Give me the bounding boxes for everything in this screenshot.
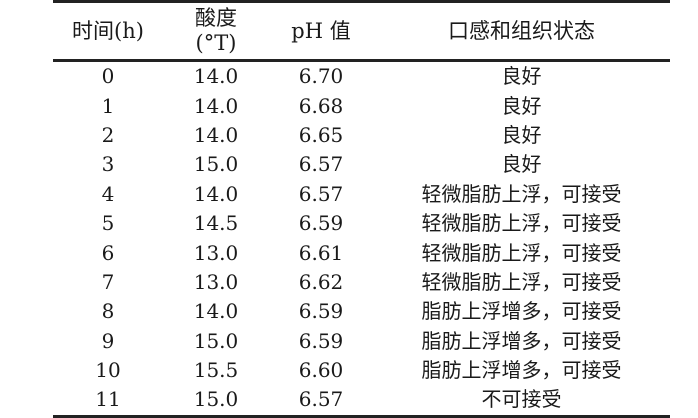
cell-texture: 轻微脂肪上浮，可接受 <box>421 240 622 265</box>
cell-texture: 脂肪上浮增多，可接受 <box>421 328 622 353</box>
table-row: 3 15.0 6.57 良好 <box>53 150 670 179</box>
cell-acidity: 14.0 <box>193 93 239 118</box>
table-row: 11 15.0 6.57 不可接受 <box>53 385 670 416</box>
cell-acidity: 15.0 <box>193 152 239 177</box>
cell-acidity: 15.5 <box>193 358 239 383</box>
cell-ph: 6.57 <box>298 181 344 206</box>
cell-texture: 轻微脂肪上浮，可接受 <box>421 181 622 206</box>
table-row: 7 13.0 6.62 轻微脂肪上浮，可接受 <box>53 268 670 297</box>
table-row: 9 15.0 6.59 脂肪上浮增多，可接受 <box>53 327 670 356</box>
cell-texture: 良好 <box>501 93 542 118</box>
cell-time: 8 <box>101 299 115 324</box>
cell-acidity: 15.0 <box>193 328 239 353</box>
header-texture: 口感和组织状态 <box>373 1 670 62</box>
table-row: 2 14.0 6.65 良好 <box>53 121 670 150</box>
data-table: 时间(h) 酸度 (°T) pH 值 口感和组织状态 0 14.0 6.70 良好 1 1… <box>53 0 670 418</box>
cell-ph: 6.68 <box>298 93 344 118</box>
cell-ph: 6.61 <box>298 240 344 265</box>
cell-time: 1 <box>101 93 115 118</box>
cell-texture: 不可接受 <box>481 387 562 412</box>
cell-ph: 6.70 <box>298 64 344 89</box>
cell-time: 4 <box>101 181 115 206</box>
cell-ph: 6.65 <box>298 122 344 147</box>
cell-acidity: 14.0 <box>193 122 239 147</box>
cell-acidity: 15.0 <box>193 387 239 412</box>
header-ph: pH 值 <box>269 1 373 62</box>
cell-texture: 轻微脂肪上浮，可接受 <box>421 269 622 294</box>
table-row: 0 14.0 6.70 良好 <box>53 61 670 92</box>
table-row: 5 14.5 6.59 轻微脂肪上浮，可接受 <box>53 209 670 238</box>
cell-time: 5 <box>101 211 115 236</box>
cell-time: 10 <box>95 358 121 383</box>
cell-ph: 6.59 <box>298 299 344 324</box>
cell-time: 9 <box>101 328 115 353</box>
cell-ph: 6.59 <box>298 328 344 353</box>
table-row: 10 15.5 6.60 脂肪上浮增多，可接受 <box>53 356 670 385</box>
cell-ph: 6.57 <box>298 152 344 177</box>
table-row: 1 14.0 6.68 良好 <box>53 91 670 120</box>
cell-time: 2 <box>101 122 115 147</box>
header-acidity-label: 酸度 <box>195 6 237 30</box>
cell-time: 0 <box>101 64 115 89</box>
table-row: 4 14.0 6.57 轻微脂肪上浮，可接受 <box>53 180 670 209</box>
cell-time: 3 <box>101 152 115 177</box>
header-row: 时间(h) 酸度 (°T) pH 值 口感和组织状态 <box>53 1 670 62</box>
header-time: 时间(h) <box>53 1 163 62</box>
cell-texture: 良好 <box>501 122 542 147</box>
cell-acidity: 14.0 <box>193 299 239 324</box>
cell-ph: 6.59 <box>298 211 344 236</box>
cell-time: 7 <box>101 269 115 294</box>
table-row: 8 14.0 6.59 脂肪上浮增多，可接受 <box>53 297 670 326</box>
cell-time: 11 <box>95 387 121 412</box>
cell-acidity: 14.5 <box>193 211 239 236</box>
cell-acidity: 13.0 <box>193 240 239 265</box>
cell-ph: 6.60 <box>298 358 344 383</box>
header-acidity-unit: (°T) <box>195 31 237 55</box>
cell-texture: 脂肪上浮增多，可接受 <box>421 358 622 383</box>
cell-acidity: 14.0 <box>193 64 239 89</box>
cell-texture: 轻微脂肪上浮，可接受 <box>421 211 622 236</box>
cell-acidity: 14.0 <box>193 181 239 206</box>
table-row: 6 13.0 6.61 轻微脂肪上浮，可接受 <box>53 238 670 267</box>
cell-time: 6 <box>101 240 115 265</box>
cell-ph: 6.57 <box>298 387 344 412</box>
cell-texture: 良好 <box>501 152 542 177</box>
cell-acidity: 13.0 <box>193 269 239 294</box>
cell-ph: 6.62 <box>298 269 344 294</box>
header-acidity: 酸度 (°T) <box>163 1 269 62</box>
cell-texture: 脂肪上浮增多，可接受 <box>421 299 622 324</box>
cell-texture: 良好 <box>501 64 542 89</box>
